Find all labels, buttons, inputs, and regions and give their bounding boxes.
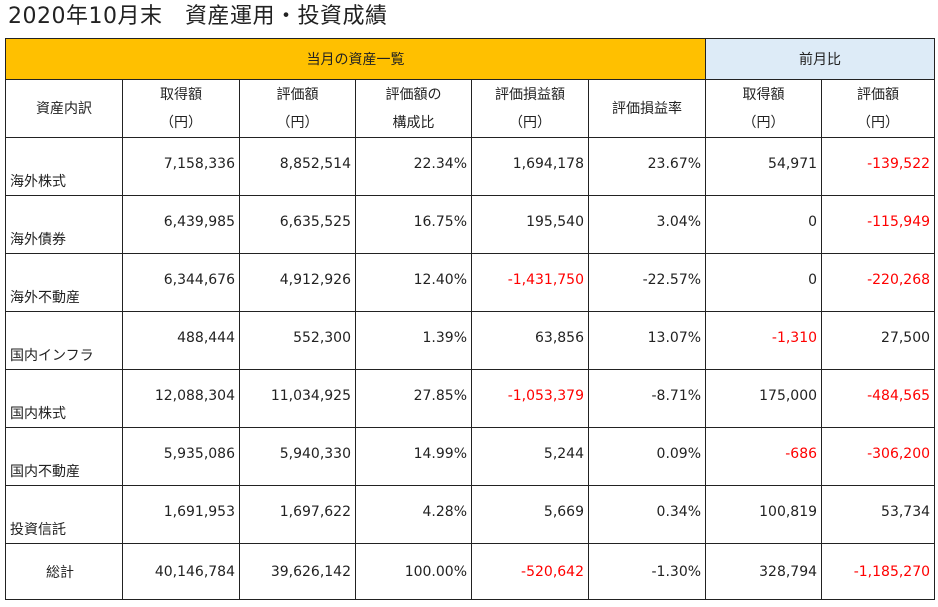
ratio-cell: 1.39% [355, 311, 472, 370]
value-cell: 1,697,622 [239, 485, 356, 544]
table-row: 国内インフラ 488,444 552,300 1.39% 63,856 13.07% -1,… [5, 311, 936, 370]
diff-cost-cell: 175,000 [705, 369, 823, 428]
asset-name-cell: 投資信託 [5, 485, 123, 544]
col-header-cost: 取得額 （円） [122, 79, 240, 138]
pl-rate-cell: 3.04% [587, 195, 707, 254]
asset-name-cell: 海外不動産 [5, 253, 123, 312]
pl-rate-cell: -1.30% [587, 543, 707, 600]
diff-cost-cell: -1,310 [705, 311, 823, 370]
value-cell: 11,034,925 [239, 369, 356, 428]
asset-name-cell: 海外債券 [5, 195, 123, 254]
diff-value-cell: -1,185,270 [821, 543, 936, 600]
pl-cell: -1,053,379 [471, 369, 589, 428]
month-over-month-header: 前月比 [705, 38, 936, 80]
col-header-diff-cost: 取得額 （円） [705, 79, 823, 138]
value-cell: 6,635,525 [239, 195, 356, 254]
pl-rate-cell: 23.67% [587, 137, 707, 196]
value-cell: 8,852,514 [239, 137, 356, 196]
diff-value-cell: -484,565 [821, 369, 936, 428]
pl-rate-cell: 13.07% [587, 311, 707, 370]
current-month-header: 当月の資産一覧 [4, 38, 707, 80]
diff-value-cell: -220,268 [821, 253, 936, 312]
col-header-diff-value: 評価額 （円） [821, 79, 936, 138]
ratio-cell: 14.99% [355, 427, 472, 486]
cost-cell: 40,146,784 [122, 543, 240, 600]
column-header-row: 資産内訳 取得額 （円） 評価額 （円） 評価額の 構成比 評価損益額 （円） 評価損益… [5, 79, 936, 138]
asset-name-cell: 国内不動産 [5, 427, 123, 486]
pl-rate-cell: 0.09% [587, 427, 707, 486]
cost-cell: 488,444 [122, 311, 240, 370]
value-cell: 5,940,330 [239, 427, 356, 486]
diff-value-cell: 27,500 [821, 311, 936, 370]
asset-table: 当月の資産一覧 前月比 資産内訳 取得額 （円） 評価額 （円） 評価額の 構成比 評… [4, 38, 936, 600]
total-row: 総計 40,146,784 39,626,142 100.00% -520,642 -1.… [5, 543, 936, 600]
pl-rate-cell: -22.57% [587, 253, 707, 312]
asset-name-cell: 総計 [5, 543, 123, 600]
value-cell: 552,300 [239, 311, 356, 370]
ratio-cell: 27.85% [355, 369, 472, 428]
diff-value-cell: -306,200 [821, 427, 936, 486]
asset-name-cell: 海外株式 [5, 137, 123, 196]
cost-cell: 12,088,304 [122, 369, 240, 428]
col-header-ratio: 評価額の 構成比 [355, 79, 472, 138]
asset-name-cell: 国内インフラ [5, 311, 123, 370]
table-row: 海外不動産 6,344,676 4,912,926 12.40% -1,431,750-… [5, 253, 936, 312]
pl-cell: 5,669 [471, 485, 589, 544]
ratio-cell: 22.34% [355, 137, 472, 196]
asset-name-cell: 国内株式 [5, 369, 123, 428]
pl-cell: -1,431,750 [471, 253, 589, 312]
diff-value-cell: -139,522 [821, 137, 936, 196]
cost-cell: 6,344,676 [122, 253, 240, 312]
col-header-asset: 資産内訳 [5, 79, 123, 138]
cost-cell: 1,691,953 [122, 485, 240, 544]
pl-cell: 63,856 [471, 311, 589, 370]
cost-cell: 6,439,985 [122, 195, 240, 254]
pl-cell: 5,244 [471, 427, 589, 486]
table-row: 国内株式 12,088,304 11,034,925 27.85% -1,053,379… [5, 369, 936, 428]
pl-rate-cell: -8.71% [587, 369, 707, 428]
table-row: 国内不動産 5,935,086 5,940,330 14.99% 5,244 0.09% -… [5, 427, 936, 486]
ratio-cell: 16.75% [355, 195, 472, 254]
col-header-pl-rate: 評価損益率 [587, 79, 707, 138]
table-row: 海外債券 6,439,985 6,635,525 16.75% 195,540 3.04%… [5, 195, 936, 254]
cost-cell: 7,158,336 [122, 137, 240, 196]
ratio-cell: 4.28% [355, 485, 472, 544]
diff-cost-cell: -686 [705, 427, 823, 486]
diff-cost-cell: 54,971 [705, 137, 823, 196]
page-title: 2020年10月末 資産運用・投資成績 [8, 4, 388, 29]
pl-rate-cell: 0.34% [587, 485, 707, 544]
value-cell: 39,626,142 [239, 543, 356, 600]
ratio-cell: 100.00% [355, 543, 472, 600]
value-cell: 4,912,926 [239, 253, 356, 312]
table-row: 投資信託 1,691,953 1,697,622 4.28% 5,669 0.34% 100… [5, 485, 936, 544]
pl-cell: 195,540 [471, 195, 589, 254]
ratio-cell: 12.40% [355, 253, 472, 312]
diff-value-cell: 53,734 [821, 485, 936, 544]
col-header-pl: 評価損益額 （円） [471, 79, 589, 138]
diff-cost-cell: 0 [705, 253, 823, 312]
pl-cell: -520,642 [471, 543, 589, 600]
diff-value-cell: -115,949 [821, 195, 936, 254]
col-header-value: 評価額 （円） [239, 79, 356, 138]
table-row: 海外株式 7,158,336 8,852,514 22.34% 1,694,178 23.… [5, 137, 936, 196]
diff-cost-cell: 0 [705, 195, 823, 254]
pl-cell: 1,694,178 [471, 137, 589, 196]
diff-cost-cell: 328,794 [705, 543, 823, 600]
cost-cell: 5,935,086 [122, 427, 240, 486]
diff-cost-cell: 100,819 [705, 485, 823, 544]
